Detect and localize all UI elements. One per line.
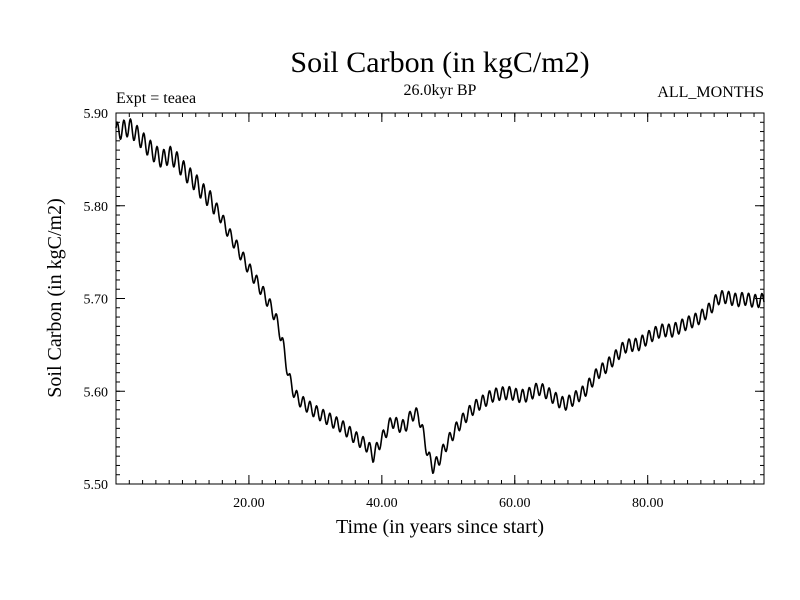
x-tick-label: 20.00	[233, 496, 265, 511]
y-tick-label: 5.50	[84, 478, 109, 493]
y-tick-label: 5.60	[84, 385, 109, 400]
major-ticks	[116, 112, 764, 485]
x-tick-label: 60.00	[499, 496, 531, 511]
minor-ticks	[116, 113, 764, 484]
chart-title: Soil Carbon (in kgC/m2)	[290, 46, 589, 79]
x-tick-label: 80.00	[632, 496, 664, 511]
plot-frame	[115, 112, 765, 485]
tick-labels: 20.00 40.00 60.00 80.00 5.50 5.60 5.70 5.80 5.90	[84, 107, 664, 511]
x-tick-label: 40.00	[366, 496, 398, 511]
x-axis-label: Time (in years since start)	[336, 516, 544, 538]
months-label: ALL_MONTHS	[657, 84, 764, 101]
y-tick-label: 5.80	[84, 200, 109, 215]
soil-carbon-series-line	[115, 118, 765, 475]
chart-subtitle: 26.0kyr BP	[404, 82, 477, 99]
y-axis-label: Soil Carbon (in kgC/m2)	[44, 198, 66, 397]
experiment-label: Expt = teaea	[116, 90, 196, 107]
y-tick-label: 5.90	[84, 107, 109, 122]
y-tick-label: 5.70	[84, 293, 109, 308]
